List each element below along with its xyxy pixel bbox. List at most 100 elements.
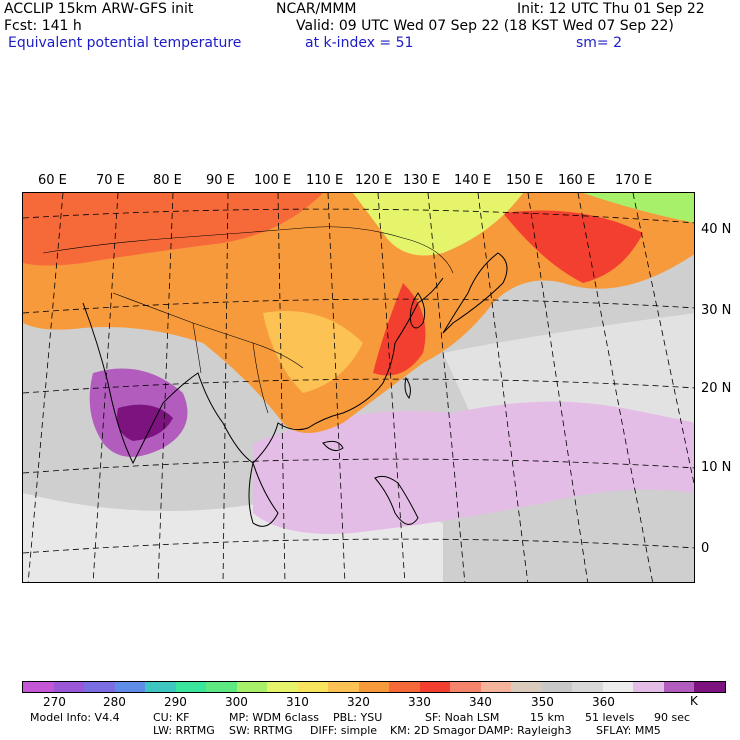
diffusion-scheme: DIFF: simple [310,724,378,737]
colorbar-swatch [694,682,725,692]
level-label: at k-index = 51 [305,35,414,51]
japan-coast [442,252,508,334]
longwave-scheme: LW: RRTMG [153,724,215,737]
colorbar-swatch [419,682,450,692]
lat-line [23,298,694,314]
forecast-hour: Fcst: 141 h [4,18,82,34]
lat-line [23,538,694,554]
colorbar-swatch [236,682,267,692]
lon-label: 170 E [615,173,653,188]
taiwan-coast [404,376,411,399]
colorbar-label: 300 [225,695,248,709]
lon-label: 80 E [153,173,182,188]
km-option: KM: 2D Smagor [390,724,476,737]
graticule [23,193,694,582]
colorbar-label: 270 [43,695,66,709]
field-name: Equivalent potential temperature [8,35,242,51]
colorbar-swatch [328,682,359,692]
lon-line [92,193,119,582]
lon-label: 70 E [96,173,125,188]
malay-coast [248,461,279,527]
lat-line [23,208,694,224]
field-orange-mass [23,193,694,433]
lat-label: 30 N [701,303,732,318]
theta-e-map [22,192,695,583]
lat-label: 10 N [701,460,732,475]
mainland-coast [82,277,444,465]
colorbar-label: 340 [469,695,492,709]
surface-layer-scheme: SFLAY: MM5 [596,724,661,737]
colorbar-label: 360 [592,695,615,709]
colorbar-swatch [511,682,542,692]
field-yellow-north [353,193,523,256]
pbl-scheme: PBL: YSU [333,711,383,724]
field-dark-purple-core [117,404,173,441]
colorbar-label: 290 [164,695,187,709]
colorbar-swatch [53,682,84,692]
lat-line [23,458,694,474]
korea-coast [409,292,426,329]
colorbar-swatch [663,682,694,692]
lon-label: 110 E [306,173,344,188]
coastlines [82,252,508,527]
colorbar-swatch [297,682,328,692]
colorbar-swatch [267,682,298,692]
field-lavender-band [253,401,694,534]
time-step: 90 sec [654,711,691,724]
lon-label: 130 E [403,173,441,188]
colorbar-swatch [145,682,176,692]
damping-option: DAMP: Rayleigh3 [478,724,572,737]
lon-label: 100 E [254,173,292,188]
lon-line [377,193,406,582]
lon-line [27,193,64,582]
model-version: Model Info: V4.4 [30,711,120,724]
field-red-korea [373,283,426,376]
model-title: ACCLIP 15km ARW-GFS init [4,1,194,17]
colorbar-swatch [206,682,237,692]
colorbar-label: 320 [347,695,370,709]
surface-scheme: SF: Noah LSM [425,711,500,724]
colorbar-swatch [602,682,633,692]
colorbar-swatch [572,682,603,692]
colorbar-label: 280 [103,695,126,709]
field-red-pacific [503,210,643,283]
lat-label: 40 N [701,222,732,237]
field-light-orange [263,311,363,393]
colorbar-swatch [389,682,420,692]
lon-line [632,193,694,486]
grid-spacing: 15 km [530,711,565,724]
lon-line [277,193,286,582]
map-field-svg [23,193,694,582]
lon-label: 60 E [38,173,67,188]
colorbar-swatch [480,682,511,692]
vertical-levels: 51 levels [585,711,635,724]
colorbar-swatch [358,682,389,692]
init-time: Init: 12 UTC Thu 01 Sep 22 [517,1,705,17]
lon-line [222,193,229,582]
lon-label: 140 E [454,173,492,188]
lon-label: 160 E [558,173,596,188]
colorbar-swatch [450,682,481,692]
lon-label: 120 E [355,173,393,188]
hainan-coast [322,440,344,452]
lon-line [477,193,529,582]
colorbar-swatch [633,682,664,692]
colorbar-label: 330 [408,695,431,709]
field-red-north-west [23,193,323,266]
org-label: NCAR/MMM [276,1,357,17]
cumulus-scheme: CU: KF [153,711,190,724]
country-borders [42,226,454,414]
colorbar-unit: K [690,694,698,708]
smoothing-label: sm= 2 [576,35,623,51]
colorbar-swatch [114,682,145,692]
lon-line [577,193,654,582]
lon-line [157,193,174,582]
colorbar-swatch [23,682,54,692]
shortwave-scheme: SW: RRTMG [229,724,293,737]
lon-line [527,193,589,582]
lon-label: 90 E [206,173,235,188]
valid-time: Valid: 09 UTC Wed 07 Sep 22 (18 KST Wed … [296,18,674,34]
colorbar-swatch [541,682,572,692]
lat-label: 0 [701,541,710,556]
color-bar [22,681,726,693]
